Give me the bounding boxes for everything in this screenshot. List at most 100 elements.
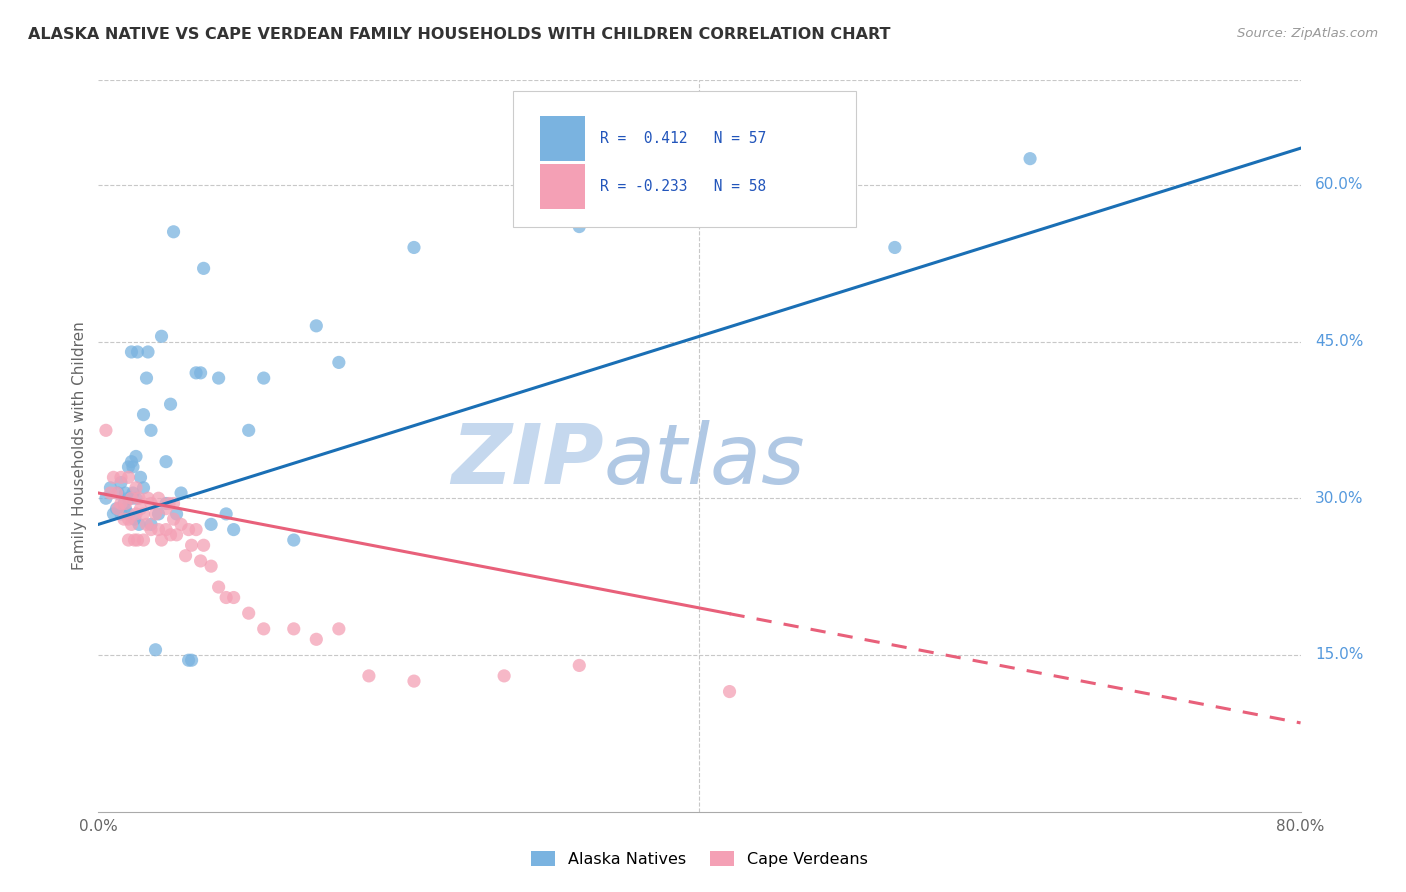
Point (162, 496, 184, 510)
Point (103, 507, 125, 521)
Point (145, 642, 167, 657)
Point (193, 538, 215, 552)
Point (222, 523, 245, 537)
Point (124, 533, 146, 547)
Point (357, 669, 380, 683)
Point (121, 455, 143, 469)
Point (103, 470, 125, 484)
Point (127, 533, 149, 547)
Point (105, 486, 128, 500)
Point (568, 219, 591, 234)
Point (107, 486, 129, 500)
Point (402, 674, 425, 689)
Legend: Alaska Natives, Cape Verdeans: Alaska Natives, Cape Verdeans (524, 845, 875, 873)
Point (208, 371, 231, 385)
Text: ALASKA NATIVE VS CAPE VERDEAN FAMILY HOUSEHOLDS WITH CHILDREN CORRELATION CHART: ALASKA NATIVE VS CAPE VERDEAN FAMILY HOU… (28, 27, 890, 42)
Point (305, 318, 328, 333)
Point (162, 512, 184, 526)
Point (112, 496, 135, 510)
Point (121, 345, 143, 359)
Point (253, 622, 276, 636)
Point (215, 591, 238, 605)
Text: R =  0.412   N = 57: R = 0.412 N = 57 (600, 131, 766, 146)
Point (139, 423, 162, 437)
Point (110, 470, 132, 484)
Point (208, 580, 231, 594)
Text: R = -0.233   N = 58: R = -0.233 N = 58 (600, 178, 766, 194)
Point (283, 622, 305, 636)
Point (117, 459, 139, 474)
Point (190, 366, 212, 380)
Point (200, 559, 222, 574)
Point (100, 486, 122, 500)
Point (136, 345, 159, 359)
Point (155, 501, 177, 516)
Point (177, 523, 200, 537)
Point (100, 481, 122, 495)
Point (139, 523, 162, 537)
Point (238, 423, 260, 437)
Point (177, 653, 200, 667)
Point (174, 549, 197, 563)
Point (184, 523, 207, 537)
Point (568, 658, 591, 673)
Point (305, 632, 328, 647)
Point (162, 225, 184, 239)
Point (117, 533, 139, 547)
Point (159, 397, 181, 411)
Point (184, 366, 207, 380)
Point (155, 455, 177, 469)
Point (105, 501, 128, 516)
Point (136, 491, 159, 506)
Point (166, 507, 188, 521)
Text: ZIP: ZIP (451, 420, 603, 501)
Point (139, 496, 162, 510)
Point (114, 486, 136, 500)
Text: Source: ZipAtlas.com: Source: ZipAtlas.com (1237, 27, 1378, 40)
Point (215, 507, 238, 521)
Point (132, 507, 155, 521)
Point (121, 517, 143, 532)
Point (145, 507, 167, 521)
Point (253, 371, 276, 385)
Text: 45.0%: 45.0% (1315, 334, 1364, 349)
Point (125, 450, 148, 464)
Point (124, 512, 146, 526)
Point (125, 481, 148, 495)
Point (122, 486, 145, 500)
Point (148, 491, 170, 506)
Point (132, 481, 155, 495)
Point (180, 538, 202, 552)
Point (117, 512, 139, 526)
Point (112, 512, 135, 526)
Point (114, 501, 136, 516)
Point (494, 669, 516, 683)
Text: atlas: atlas (603, 420, 806, 501)
Point (166, 528, 188, 542)
Point (110, 507, 132, 521)
Point (148, 507, 170, 521)
Point (128, 517, 150, 532)
Point (190, 554, 212, 568)
Text: 60.0%: 60.0% (1315, 178, 1364, 193)
Point (200, 517, 222, 532)
Point (222, 591, 245, 605)
Point (170, 517, 193, 532)
Point (139, 517, 162, 532)
Point (155, 523, 177, 537)
Point (94, 423, 117, 437)
Point (122, 459, 145, 474)
Point (170, 486, 193, 500)
Point (129, 470, 152, 484)
Text: 15.0%: 15.0% (1315, 648, 1364, 663)
Point (117, 491, 139, 506)
Point (135, 371, 157, 385)
Point (121, 491, 143, 506)
Point (328, 355, 350, 369)
Point (148, 523, 170, 537)
Text: 30.0%: 30.0% (1315, 491, 1364, 506)
Point (125, 507, 148, 521)
Point (128, 491, 150, 506)
Point (150, 533, 173, 547)
Point (110, 496, 132, 510)
